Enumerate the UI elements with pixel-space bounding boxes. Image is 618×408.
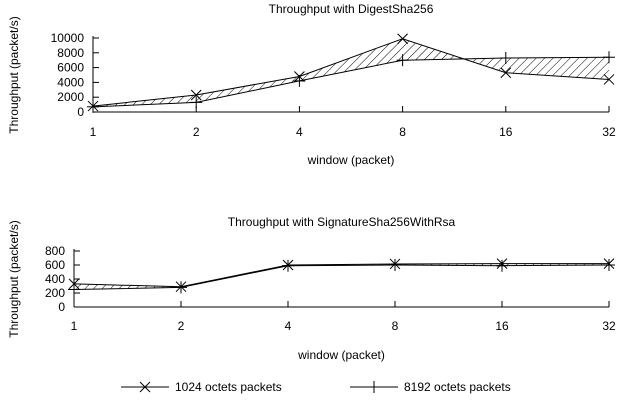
chart-1-y-tick-label-4: 8000: [57, 46, 84, 60]
chart-1-series-1-point-4-stroke-b: [397, 33, 408, 45]
chart-1-series-1-point-6-stroke-b: [603, 74, 615, 85]
chart-1-series-2-point-5: [499, 51, 512, 64]
chart-1-series-2-point-4: [396, 54, 409, 67]
chart-1-series-1-point-6: [603, 74, 615, 85]
chart-2-series-2-point-1: [68, 283, 80, 296]
chart-1-x-tick-label-4: 16: [499, 125, 513, 139]
chart-1-x-tick-label-2: 4: [296, 125, 303, 139]
chart-1-series-2-point-3: [293, 74, 306, 87]
legend-item-2-marker: [368, 381, 380, 393]
chart-1-series-2-line: [92, 56, 610, 108]
chart-2-x-tick-label-1: 2: [178, 319, 185, 333]
chart-2-x-tick-label-0: 1: [71, 319, 78, 333]
chart-1-series-1-point-5: [500, 67, 512, 79]
chart-1-x-tick-label-0: 1: [90, 125, 97, 139]
chart-2-series-2-point-2: [175, 281, 187, 294]
chart-1-fill-between: [93, 38, 609, 107]
chart-2-series-1-line: [73, 263, 609, 288]
chart-2-y-axis-label: Throughput (packet/s): [7, 220, 21, 337]
legend-item-2-label: 8192 octets packets: [404, 380, 511, 394]
chart-1-series-2-point-1: [87, 100, 99, 113]
chart-1-series-1-line: [92, 38, 610, 107]
legend-item-1-marker: [139, 381, 151, 393]
chart-1-x-axis-label: window (packet): [307, 153, 395, 167]
chart-1-series-1-point-5-stroke-b: [500, 67, 512, 79]
chart-1-series-2-point-6: [603, 51, 615, 64]
chart-1-x-tick-label-3: 8: [399, 125, 406, 139]
chart-2-x-axis-label: window (packet): [297, 348, 385, 362]
chart-2-y-tick-label-3: 600: [45, 258, 65, 272]
chart-1-x-tick-label-1: 2: [193, 125, 200, 139]
chart-2-series-2-line: [73, 264, 610, 290]
chart-2-series-2-point-4: [389, 259, 401, 271]
chart-1-y-tick-label-1: 2000: [57, 90, 84, 104]
chart-2-series-2-point-6: [603, 259, 615, 271]
chart-1-series-1-point-4: [397, 33, 408, 45]
chart-2-y-tick-label-0: 0: [58, 300, 65, 314]
chart-1-series-1-point-2: [190, 89, 202, 101]
chart-1-y-axis-label: Throughput (packet/s): [7, 16, 21, 133]
chart-1-y-tick-label-0: 0: [77, 105, 84, 119]
chart-2-x-tick-label-5: 32: [602, 319, 616, 333]
chart-1-x-tick-label-5: 32: [602, 125, 616, 139]
chart-2-x-tick-label-3: 8: [392, 319, 399, 333]
chart-1-series-1-point-2-stroke-b: [190, 89, 202, 101]
chart-2-x-tick-label-4: 16: [495, 319, 509, 333]
chart-2-y-tick-label-1: 200: [45, 286, 65, 300]
chart-2-series-2-point-5: [496, 259, 508, 272]
legend-item-1-marker-stroke-b: [139, 381, 151, 393]
chart-1-y-tick-label-3: 6000: [57, 61, 84, 75]
chart-1-series-2-point-2: [190, 96, 203, 109]
chart-2-y-tick-label-2: 400: [45, 272, 65, 286]
chart-2-title: Throughput with SignatureSha256WithRsa: [228, 215, 456, 229]
chart-1-y-tick-label-2: 4000: [57, 75, 84, 89]
chart-2-fill-between: [74, 263, 609, 290]
chart-1-title: Throughput with DigestSha256: [269, 2, 434, 16]
chart-2-x-tick-label-2: 4: [285, 319, 292, 333]
legend-item-1-label: 1024 octets packets: [175, 380, 282, 394]
chart-1-y-tick-label-5: 10000: [51, 31, 85, 45]
chart-2-series-2-point-3: [282, 259, 294, 272]
chart-2-y-tick-label-4: 800: [45, 244, 65, 258]
